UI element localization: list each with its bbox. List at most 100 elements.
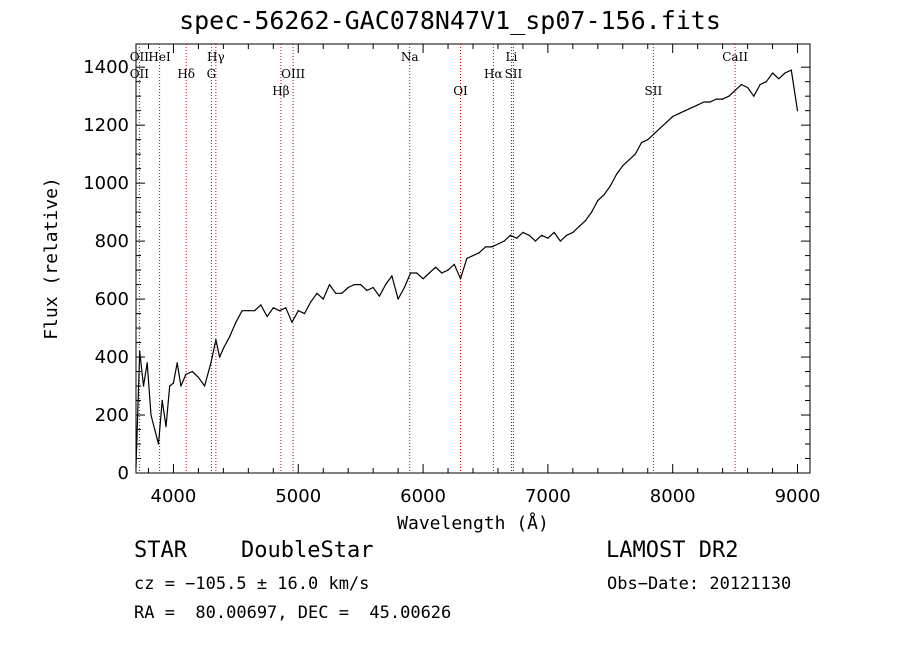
spectrum-point <box>229 336 231 338</box>
spectrum-point <box>478 252 480 254</box>
spectrum-point <box>441 272 443 274</box>
spectrum-point <box>734 89 736 91</box>
y-axis-label: Flux (relative) <box>41 177 62 340</box>
spectrum-point <box>328 284 331 286</box>
spectrum-point <box>219 356 221 358</box>
spectral-line-label: Na <box>401 50 419 64</box>
x-tick-label: 9000 <box>775 486 821 507</box>
spectrum-point <box>647 139 649 141</box>
spectrum-point <box>484 246 487 248</box>
spectrum-point <box>659 127 661 129</box>
spectral-line-label: Hα <box>484 67 503 81</box>
spectrum-point <box>709 101 711 103</box>
x-tick-label: 6000 <box>400 486 446 507</box>
y-tick-label: 200 <box>95 405 129 426</box>
spectrum-point <box>353 284 355 286</box>
spectrum-point <box>435 266 437 268</box>
spectrum-point <box>360 284 362 286</box>
spectrum-point <box>397 298 399 300</box>
spectrum-point <box>790 69 792 71</box>
spectrum-point <box>310 301 312 303</box>
y-tick-label: 0 <box>118 463 129 484</box>
spectrum-point <box>385 284 387 286</box>
spectral-line-label: OI <box>453 84 468 98</box>
spectral-line-label: OII <box>130 50 150 64</box>
spectrum-point <box>142 385 145 387</box>
spectrum-point <box>703 101 705 103</box>
spectral-line-label: OII <box>130 67 150 81</box>
spectrum-point <box>509 234 511 236</box>
spectrum-point <box>491 246 493 248</box>
spectrum-point <box>597 199 599 202</box>
spectral-line-label: SII <box>505 67 523 81</box>
spectrum-point <box>516 237 518 239</box>
spectrum-point <box>197 376 199 378</box>
spectrum-point <box>210 362 212 364</box>
spectrum-point <box>372 286 374 289</box>
spectrum-point <box>528 234 530 236</box>
spectrum-point <box>403 286 405 289</box>
spectral-line-label: Hγ <box>207 50 225 64</box>
spectrum-point <box>391 275 393 277</box>
spectrum-point <box>747 86 749 89</box>
spectrum-point <box>466 257 468 260</box>
spectrum-point <box>241 310 243 312</box>
y-tick-label: 600 <box>95 289 129 310</box>
x-tick-label: 8000 <box>650 486 696 507</box>
object-subclass: DoubleStar <box>241 538 374 563</box>
spectrum-point <box>422 278 424 280</box>
observation-date: Obs−Date: 20121130 <box>607 574 792 594</box>
spectrum-point <box>634 153 636 155</box>
spectrum-point <box>522 231 524 233</box>
spectrum-point <box>154 428 156 431</box>
spectrum-point <box>366 289 368 291</box>
spectrum-point <box>572 231 574 233</box>
redshift-velocity: cz = −105.5 ± 16.0 km/s <box>134 574 370 594</box>
spectrum-point <box>150 414 152 416</box>
spectrum-point <box>541 234 543 236</box>
spectrum-point <box>453 263 455 265</box>
spectrum-point <box>609 185 611 187</box>
y-tick-label: 1000 <box>83 173 129 194</box>
spectrum-point <box>285 307 287 309</box>
spectrum-point <box>176 362 178 364</box>
coordinates: RA = 80.00697, DEC = 45.00626 <box>134 603 452 623</box>
spectral-line-label: CaII <box>722 50 748 64</box>
spectrum-point <box>503 240 505 242</box>
spectrum-point <box>615 173 618 175</box>
spectrum-point <box>684 110 686 112</box>
spectrum-point <box>139 350 141 352</box>
spectrum-point <box>157 443 160 445</box>
spectrum-point <box>341 292 343 294</box>
spectrum-point <box>697 104 699 106</box>
spectrum-point <box>185 373 187 375</box>
spectrum-point <box>297 310 299 312</box>
spectrum-point <box>628 159 630 161</box>
spectrum-point <box>678 113 680 115</box>
spectrum-point <box>169 385 171 387</box>
spectrum-point <box>222 347 224 349</box>
spectrum-point <box>266 315 268 318</box>
spectrum-point <box>690 107 693 109</box>
spectrum-point <box>161 399 163 402</box>
spectrum-point <box>215 339 217 341</box>
spectrum-point <box>247 310 249 312</box>
spectrum-point <box>765 81 767 83</box>
spectrum-point <box>759 84 761 86</box>
spectrum-point <box>778 78 780 80</box>
spectrum-point <box>640 142 643 144</box>
spectrum-point <box>566 234 568 236</box>
spectrum-point <box>316 292 318 294</box>
spectrum-point <box>715 98 718 100</box>
spectrum-point <box>260 304 262 306</box>
spectrum-point <box>322 298 324 300</box>
spectrum-point <box>665 121 668 123</box>
spectrum-point <box>603 194 605 196</box>
spectral-line-label: G <box>207 67 217 81</box>
spectrum-point <box>534 240 537 242</box>
spectrum-point <box>303 313 306 315</box>
spectrum-point <box>459 278 462 280</box>
y-tick-label: 400 <box>95 347 129 368</box>
spectral-line-label: Hβ <box>272 84 289 98</box>
